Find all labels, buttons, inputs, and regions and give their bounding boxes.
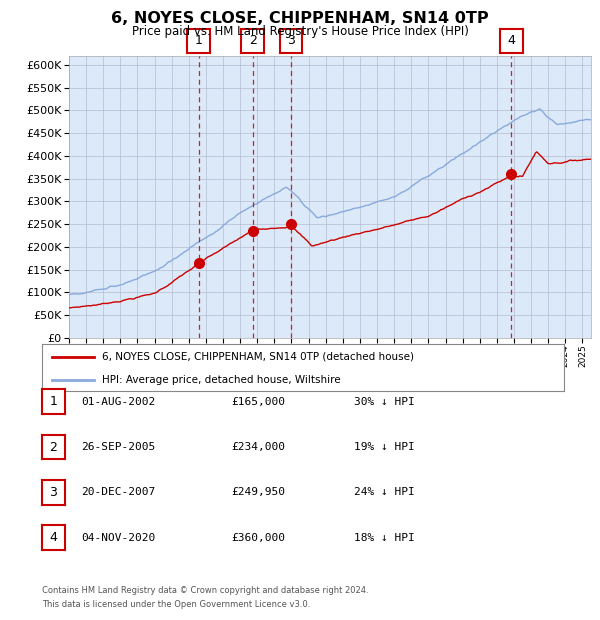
- Text: 19% ↓ HPI: 19% ↓ HPI: [354, 442, 415, 452]
- Text: 18% ↓ HPI: 18% ↓ HPI: [354, 533, 415, 542]
- Text: 2: 2: [49, 441, 58, 453]
- Text: 30% ↓ HPI: 30% ↓ HPI: [354, 397, 415, 407]
- Text: 4: 4: [508, 35, 515, 47]
- Text: This data is licensed under the Open Government Licence v3.0.: This data is licensed under the Open Gov…: [42, 600, 310, 609]
- Text: 1: 1: [195, 35, 203, 47]
- Text: HPI: Average price, detached house, Wiltshire: HPI: Average price, detached house, Wilt…: [102, 375, 341, 386]
- Text: Contains HM Land Registry data © Crown copyright and database right 2024.: Contains HM Land Registry data © Crown c…: [42, 586, 368, 595]
- Text: £360,000: £360,000: [231, 533, 285, 542]
- Text: 26-SEP-2005: 26-SEP-2005: [81, 442, 155, 452]
- Text: 4: 4: [49, 531, 58, 544]
- Text: £165,000: £165,000: [231, 397, 285, 407]
- Text: £249,950: £249,950: [231, 487, 285, 497]
- Text: 3: 3: [287, 35, 295, 47]
- Text: 24% ↓ HPI: 24% ↓ HPI: [354, 487, 415, 497]
- Text: £234,000: £234,000: [231, 442, 285, 452]
- Text: 6, NOYES CLOSE, CHIPPENHAM, SN14 0TP: 6, NOYES CLOSE, CHIPPENHAM, SN14 0TP: [111, 11, 489, 25]
- Text: Price paid vs. HM Land Registry's House Price Index (HPI): Price paid vs. HM Land Registry's House …: [131, 25, 469, 38]
- Text: 2: 2: [249, 35, 257, 47]
- Text: 6, NOYES CLOSE, CHIPPENHAM, SN14 0TP (detached house): 6, NOYES CLOSE, CHIPPENHAM, SN14 0TP (de…: [102, 352, 414, 361]
- Text: 01-AUG-2002: 01-AUG-2002: [81, 397, 155, 407]
- Text: 20-DEC-2007: 20-DEC-2007: [81, 487, 155, 497]
- Text: 04-NOV-2020: 04-NOV-2020: [81, 533, 155, 542]
- Text: 1: 1: [49, 396, 58, 408]
- Text: 3: 3: [49, 486, 58, 498]
